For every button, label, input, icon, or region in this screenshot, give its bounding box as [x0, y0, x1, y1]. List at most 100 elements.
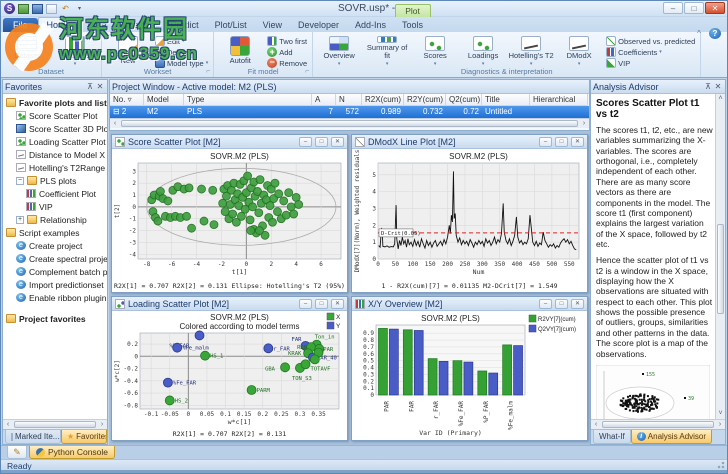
scroll-right-icon[interactable]: › [718, 421, 722, 428]
close-panel-icon[interactable]: ✕ [96, 82, 104, 91]
plot-window-titlebar[interactable]: Loading Scatter Plot [M2] – □ ✕ [112, 297, 347, 311]
collapse-icon[interactable]: − [16, 176, 24, 185]
ribbon-button-dataset[interactable]: Dataset ▾ [4, 34, 50, 67]
maximize-button[interactable]: □ [684, 2, 704, 14]
scroll-thumb[interactable] [14, 421, 96, 428]
expand-icon[interactable]: + [16, 215, 24, 224]
scroll-left-icon[interactable]: ‹ [6, 421, 10, 428]
project-window-titlebar[interactable]: Project Window - Active model: M2 (PLS) [110, 80, 589, 94]
ribbon-button-dmodx[interactable]: DModX ▾ [556, 34, 602, 67]
panel-tab-favorites[interactable]: ★ Favorites [61, 430, 107, 444]
copy-icon[interactable] [46, 3, 57, 14]
scroll-up-icon[interactable]: ˄ [718, 95, 723, 102]
column-header-hierarchical[interactable]: Hierarchical [530, 94, 588, 106]
tab-tools[interactable]: Tools Plot [394, 4, 431, 32]
minimize-button[interactable]: – [539, 298, 552, 309]
column-header-no-[interactable]: No. ▿ [110, 94, 144, 106]
tree-item-vip[interactable]: VIP [3, 200, 107, 213]
close-button[interactable]: ✕ [571, 136, 584, 147]
tree-item-relationship[interactable]: + Relationship [3, 213, 107, 226]
ribbon-button-edit[interactable]: Edit ▾ [153, 36, 210, 46]
tree-item-distance-to-model-x[interactable]: Distance to Model X [3, 148, 107, 161]
ribbon-button-remove[interactable]: Remove [265, 58, 309, 68]
pin-icon[interactable]: ⊼ [705, 82, 711, 91]
scroll-thumb[interactable] [121, 120, 578, 127]
restore-button[interactable]: □ [555, 136, 568, 147]
new-icon[interactable] [18, 3, 29, 14]
plot-window-titlebar[interactable]: X/Y Overview [M2] – □ ✕ [352, 297, 587, 311]
column-header-a[interactable]: A [312, 94, 336, 106]
tree-item-favorite-plots-and-lists[interactable]: Favorite plots and lists [3, 96, 107, 109]
pin-icon[interactable]: ⊼ [87, 82, 93, 91]
minimize-ribbon-icon[interactable]: ^ [697, 29, 701, 38]
tab-predict[interactable]: Predict [170, 20, 199, 30]
tree-item-script-examples[interactable]: Script examples [3, 226, 107, 239]
column-header-r2y-cum-[interactable]: R2Y(cum) [404, 94, 446, 106]
tree-item-project-favorites[interactable]: Project favorites [3, 312, 107, 325]
ribbon-button-coefficients[interactable]: Coefficients ▾ [604, 47, 697, 57]
close-panel-icon[interactable]: ✕ [714, 82, 722, 91]
dialog-launcher-icon[interactable]: ⌐ [206, 68, 211, 75]
tab-view[interactable]: View [262, 20, 282, 30]
column-header-type[interactable]: Type [184, 94, 312, 106]
ribbon-button-summary-of-fit[interactable]: Summary of fit ▾ [364, 34, 410, 67]
ribbon-button-autofit[interactable]: Autofit [217, 34, 263, 67]
close-button[interactable]: ✕ [571, 298, 584, 309]
restore-button[interactable]: □ [315, 298, 328, 309]
tree-item-score-scatter-plot[interactable]: Score Scatter Plot [3, 109, 107, 122]
tab-home[interactable]: Home [37, 17, 80, 32]
panel-tab-marked-ite-[interactable]: Marked Ite... [5, 430, 61, 444]
favorites-hscrollbar[interactable]: ‹ › [3, 419, 107, 429]
edit-script-tab[interactable]: ✎ [7, 446, 27, 459]
tab-plot-list[interactable]: Plot/List [214, 20, 247, 30]
panel-tab-what-if[interactable]: What-If [593, 430, 631, 444]
ribbon-button-hotelling-s-t2[interactable]: Hotelling's T2 ▾ [508, 34, 554, 67]
minimize-button[interactable]: – [539, 136, 552, 147]
table-row[interactable]: ⊟ 2 M2 PLS 7 572 0.989 0.732 0.72 Untitled [110, 106, 589, 118]
resize-grip[interactable] [716, 461, 725, 470]
scroll-right-icon[interactable]: › [100, 421, 104, 428]
restore-button[interactable]: □ [315, 136, 328, 147]
scroll-thumb[interactable] [717, 224, 724, 314]
advisor-vscrollbar[interactable]: ˄ ˅ [715, 94, 725, 419]
python-console-tab[interactable]: Python Console [29, 446, 116, 459]
ribbon-button-observed-vs-predicted[interactable]: Observed vs. predicted [604, 36, 697, 46]
advisor-hscrollbar[interactable]: ‹ › [591, 419, 725, 429]
help-icon[interactable]: ? [709, 28, 721, 39]
simca-logo-icon[interactable]: S [4, 3, 15, 14]
tree-item-create-spectral-project[interactable]: Create spectral project [3, 252, 107, 265]
close-button[interactable]: ✕ [331, 136, 344, 147]
ribbon-button-two-first[interactable]: Two first [265, 36, 309, 46]
tree-item-score-scatter-3d-plot[interactable]: Score Scatter 3D Plot [3, 122, 107, 135]
column-header-model[interactable]: Model [144, 94, 184, 106]
dialog-launcher-icon[interactable]: ⌐ [305, 68, 310, 75]
ribbon-button-new[interactable]: New [105, 34, 151, 67]
minimize-button[interactable]: – [663, 2, 683, 14]
plot-window-titlebar[interactable]: Score Scatter Plot [M2] – □ ✕ [112, 135, 347, 149]
ribbon-button-delete[interactable]: Delete [153, 47, 210, 57]
tab-data[interactable]: Data [87, 20, 107, 30]
tree-item-hotelling-s-t2range-plot[interactable]: Hotelling's T2Range plot [3, 161, 107, 174]
undo-icon[interactable]: ↶ [62, 3, 69, 13]
tree-item-pls-plots[interactable]: − PLS plots [3, 174, 107, 187]
ribbon-button-add[interactable]: Add [265, 47, 309, 57]
save-icon[interactable] [32, 3, 43, 14]
tab-developer[interactable]: Developer [297, 20, 339, 30]
panel-tab-analysis-advisor[interactable]: i Analysis Advisor [630, 430, 713, 444]
tree-item-import-predictionset[interactable]: Import predictionset [3, 278, 107, 291]
qat-dropdown-icon[interactable]: ▾ [77, 5, 81, 12]
ribbon-button-statistics[interactable]: Statistics ▾ [52, 34, 98, 67]
column-header-n[interactable]: N [336, 94, 362, 106]
tree-item-loading-scatter-plot[interactable]: Loading Scatter Plot [3, 135, 107, 148]
tree-item-enable-ribbon-plugin-exam[interactable]: Enable ribbon plugin exam [3, 291, 107, 304]
restore-button[interactable]: □ [555, 298, 568, 309]
column-header-r2x-cum-[interactable]: R2X(cum) [362, 94, 404, 106]
tab-file[interactable]: File [3, 18, 38, 32]
plot-window-titlebar[interactable]: DModX Line Plot [M2] – □ ✕ [352, 135, 587, 149]
minimize-button[interactable]: – [299, 298, 312, 309]
tree-item-complement-batch-project[interactable]: Complement batch project [3, 265, 107, 278]
scroll-down-icon[interactable]: ˅ [718, 410, 723, 417]
ribbon-button-loadings[interactable]: Loadings ▾ [460, 34, 506, 67]
scroll-left-icon[interactable]: ‹ [113, 120, 117, 127]
ribbon-button-overview[interactable]: Overview ▾ [316, 34, 362, 67]
